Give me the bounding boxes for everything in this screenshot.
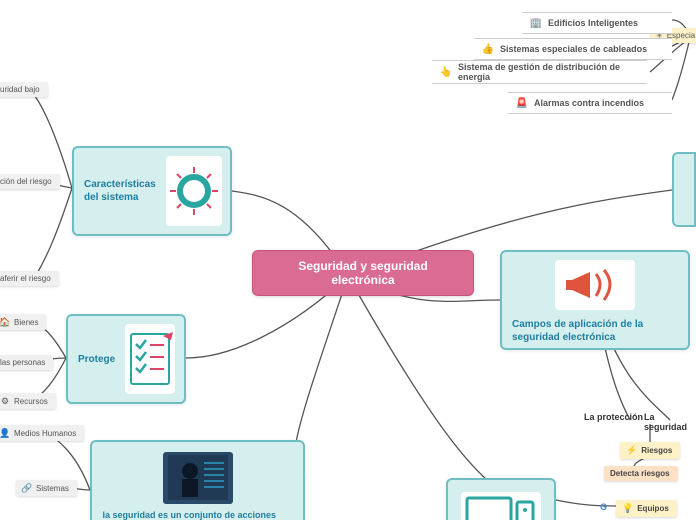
center-node[interactable]: Seguridad y seguridad electrónica bbox=[252, 250, 474, 296]
sun-ring-icon bbox=[166, 156, 222, 226]
leaf-node[interactable]: 🏢 Edificios Inteligentes bbox=[522, 12, 672, 34]
leaf-label: Sistema de gestión de distribución de en… bbox=[458, 62, 639, 82]
left-pill[interactable]: 🔗 Sistemas bbox=[16, 480, 77, 496]
left-pill[interactable]: 🏠 Bienes bbox=[0, 314, 46, 330]
card-protege[interactable]: Protege bbox=[66, 314, 186, 404]
floating-text: La protección bbox=[584, 412, 643, 422]
google-g-icon: G bbox=[600, 502, 607, 512]
leaf-icon: 👆 bbox=[440, 66, 452, 78]
security-person-icon bbox=[163, 452, 233, 504]
pill-icon: 👤 bbox=[0, 428, 10, 438]
card-caracteristicas[interactable]: Características del sistema bbox=[72, 146, 232, 236]
card-label: Protege bbox=[78, 353, 115, 366]
br-pill[interactable]: 💡 Equipos bbox=[616, 500, 677, 517]
pill-icon: ⚙ bbox=[0, 396, 10, 406]
pill-icon: ⚡ bbox=[626, 445, 637, 456]
leaf-icon: 🚨 bbox=[516, 97, 528, 109]
center-label: Seguridad y seguridad electrónica bbox=[298, 259, 427, 287]
pill-label: Equipos bbox=[637, 504, 669, 513]
br-pill[interactable]: ⚡ Riesgos bbox=[620, 442, 680, 459]
card-label: Características del sistema bbox=[84, 178, 156, 204]
pill-label: ción del riesgo bbox=[0, 177, 52, 186]
leaf-label: Alarmas contra incendios bbox=[534, 98, 664, 108]
card-label: la seguridad es un conjunto de acciones … bbox=[103, 510, 293, 520]
mindmap-stage: Seguridad y seguridad electrónica Caract… bbox=[0, 0, 696, 520]
br-pill[interactable]: Detecta riesgos bbox=[604, 466, 678, 481]
leaf-label: Edificios Inteligentes bbox=[548, 18, 664, 28]
left-pill[interactable]: uridad bajo bbox=[0, 82, 48, 97]
leaf-node[interactable]: 👆 Sistema de gestión de distribución de e… bbox=[432, 60, 647, 84]
pill-label: las personas bbox=[0, 358, 45, 367]
pill-label: Medios Humanos bbox=[14, 429, 76, 438]
left-pill[interactable]: las personas bbox=[0, 355, 53, 370]
checklist-icon bbox=[125, 324, 175, 394]
desktop-pc-icon bbox=[461, 492, 541, 520]
pill-icon: 🏠 bbox=[0, 317, 10, 327]
card-label: Campos de aplicación de la seguridad ele… bbox=[512, 318, 678, 344]
card-campos[interactable]: Campos de aplicación de la seguridad ele… bbox=[500, 250, 690, 350]
leaf-label: Sistemas especiales de cableados bbox=[500, 44, 664, 54]
card-bottom-pc[interactable] bbox=[446, 478, 556, 520]
leaf-icon: 👍 bbox=[482, 43, 494, 55]
leaf-node[interactable]: 🚨 Alarmas contra incendios bbox=[508, 92, 672, 114]
pill-label: uridad bajo bbox=[0, 85, 40, 94]
megaphone-icon bbox=[555, 260, 635, 310]
pill-label: Bienes bbox=[14, 318, 38, 327]
card-partial-right[interactable] bbox=[672, 152, 696, 227]
floating-text: La seguridad bbox=[644, 412, 696, 432]
left-pill[interactable]: aferir el riesgo bbox=[0, 271, 59, 286]
pill-label: aferir el riesgo bbox=[0, 274, 51, 283]
leaf-node[interactable]: 👍 Sistemas especiales de cableados bbox=[474, 38, 672, 60]
pill-label: Detecta riesgos bbox=[610, 469, 670, 478]
left-pill[interactable]: ción del riesgo bbox=[0, 174, 60, 189]
pill-label: Sistemas bbox=[36, 484, 69, 493]
pill-icon: 🔗 bbox=[22, 483, 32, 493]
left-pill[interactable]: 👤 Medios Humanos bbox=[0, 425, 84, 441]
card-seguridad-def[interactable]: la seguridad es un conjunto de acciones … bbox=[90, 440, 305, 520]
pill-label: Riesgos bbox=[641, 446, 672, 455]
pill-label: Recursos bbox=[14, 397, 48, 406]
leaf-icon: 🏢 bbox=[530, 17, 542, 29]
left-pill[interactable]: ⚙ Recursos bbox=[0, 393, 56, 409]
pill-icon: 💡 bbox=[622, 503, 633, 514]
